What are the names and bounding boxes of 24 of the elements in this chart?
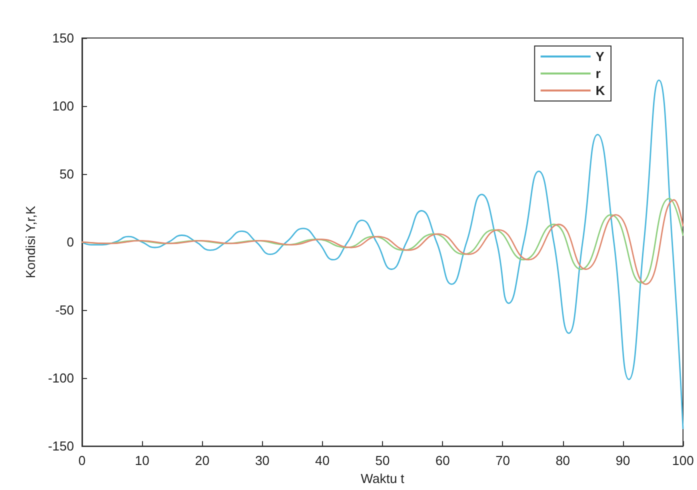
x-tick-label: 90 xyxy=(616,453,630,468)
y-tick-label: -150 xyxy=(48,438,74,454)
y-tick-label: 100 xyxy=(52,98,74,114)
x-tick-label: 70 xyxy=(495,453,510,468)
y-tick-label: -100 xyxy=(48,370,74,386)
x-tick-label: 30 xyxy=(255,453,270,468)
legend-label: K xyxy=(596,83,606,98)
legend-label: r xyxy=(596,66,601,81)
line-series xyxy=(81,79,684,430)
y-axis-title: Kondisi Y,r,K xyxy=(23,205,38,278)
x-tick-label: 20 xyxy=(194,453,210,468)
y-tick-label: 150 xyxy=(52,30,74,46)
x-tick-label: 80 xyxy=(556,453,570,468)
legend-label: Y xyxy=(596,49,605,64)
x-tick-label: 50 xyxy=(375,453,390,468)
x-tick-label: 0 xyxy=(78,453,86,468)
x-axis-title: Waktu t xyxy=(360,471,405,486)
x-tick-label: 40 xyxy=(315,453,330,468)
y-tick-label: -50 xyxy=(55,302,74,318)
y-tick-label: 50 xyxy=(60,166,74,182)
y-tick-label: 0 xyxy=(66,234,74,250)
x-tick-label: 100 xyxy=(672,453,694,468)
x-tick-label: 10 xyxy=(134,453,150,468)
x-tick-label: 60 xyxy=(435,453,450,468)
